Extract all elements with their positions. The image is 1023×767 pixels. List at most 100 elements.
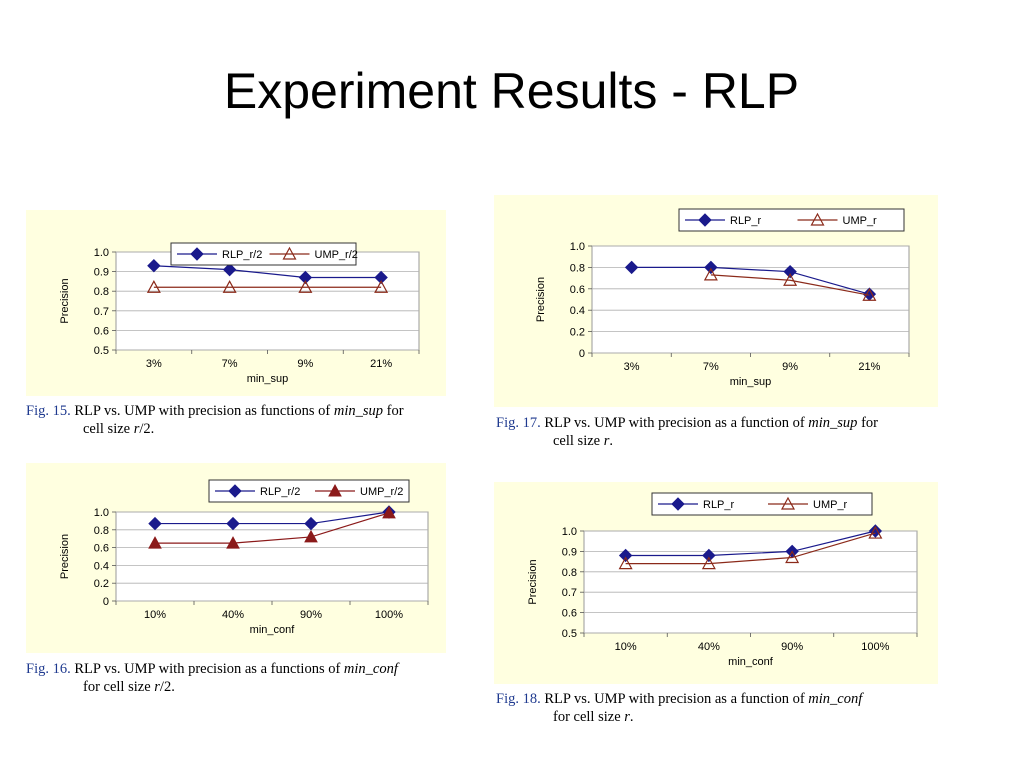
series-1-point bbox=[624, 260, 639, 275]
series-line-1 bbox=[153, 265, 382, 279]
series-2-point bbox=[783, 272, 798, 286]
caption-variable: min_conf bbox=[343, 661, 398, 677]
caption-line-2: for cell size r/2. bbox=[83, 679, 175, 695]
y-tick-label: 0.6 bbox=[570, 284, 585, 296]
y-axis-title: Precision bbox=[535, 277, 547, 322]
legend-marker-2 bbox=[328, 483, 342, 497]
caption-line-2: for cell size r. bbox=[553, 709, 634, 725]
series-line-1 bbox=[625, 530, 876, 557]
legend-box bbox=[208, 479, 410, 503]
series-2-point bbox=[146, 280, 161, 293]
caption-fig16: Fig. 16. RLP vs. UMP with precision as a… bbox=[26, 660, 456, 696]
caption-figure-number: Fig. 18. bbox=[496, 691, 541, 707]
chart-panel-fig17: 0 0.2 0.4 0.6 0.8 1.0 3% 7% 9% 21% min_sup Precisio… bbox=[494, 195, 938, 407]
y-tick-label: 0.2 bbox=[570, 327, 585, 339]
chart-svg: 0 0.2 0.4 0.6 0.8 1.0 10% 40% 90% 100% min_conf Pre… bbox=[26, 463, 446, 653]
x-tick-label: 10% bbox=[615, 641, 637, 653]
series-2-point bbox=[226, 536, 240, 549]
x-tick-label: 21% bbox=[370, 358, 392, 370]
y-tick-label: 1.0 bbox=[562, 526, 577, 538]
legend-label-1: RLP_r/2 bbox=[222, 249, 262, 261]
legend-marker-1 bbox=[190, 247, 204, 261]
legend-marker-1 bbox=[228, 484, 242, 498]
legend-box bbox=[651, 492, 873, 516]
series-2-point bbox=[785, 550, 800, 564]
caption-line-2: cell size r. bbox=[553, 433, 614, 449]
legend-label-1: RLP_r/2 bbox=[260, 486, 300, 498]
legend-label-2: UMP_r/2 bbox=[315, 249, 358, 261]
y-tick-label: 0 bbox=[103, 596, 109, 608]
x-tick-label: 9% bbox=[297, 358, 313, 370]
x-tick-label: 40% bbox=[222, 609, 244, 621]
x-axis-title: min_conf bbox=[728, 656, 774, 668]
legend-marker-1 bbox=[698, 213, 712, 227]
legend-label-1: RLP_r bbox=[703, 499, 735, 511]
x-tick-label: 90% bbox=[300, 609, 322, 621]
x-tick-label: 9% bbox=[782, 361, 798, 373]
caption-variable: min_conf bbox=[808, 691, 863, 707]
y-tick-label: 0.8 bbox=[570, 262, 585, 274]
series-1-point bbox=[704, 260, 718, 275]
legend-box bbox=[170, 242, 357, 266]
plot-area bbox=[591, 245, 910, 354]
caption-variable: min_sup bbox=[808, 415, 858, 431]
legend-label-2: UMP_r bbox=[813, 499, 848, 511]
series-2-point bbox=[304, 529, 318, 543]
legend-marker-2 bbox=[780, 496, 796, 510]
y-axis-title: Precision bbox=[59, 278, 71, 323]
chart-svg: 0.5 0.6 0.7 0.8 0.9 1.0 3% 7% 9% 21% min_sup Precis… bbox=[26, 210, 446, 396]
plot-area bbox=[583, 530, 918, 634]
caption-line-2: cell size r/2. bbox=[83, 421, 155, 437]
series-1-point bbox=[147, 259, 161, 273]
series-line-2 bbox=[710, 274, 870, 296]
y-tick-label: 1.0 bbox=[94, 507, 109, 519]
series-1-point bbox=[298, 270, 313, 285]
caption-fig17: Fig. 17. RLP vs. UMP with precision as a… bbox=[496, 414, 946, 450]
y-tick-label: 0.7 bbox=[94, 306, 109, 318]
y-tick-label: 0.5 bbox=[94, 345, 109, 357]
slide-title: Experiment Results - RLP bbox=[223, 63, 800, 119]
series-1-point bbox=[222, 262, 237, 277]
series-1-point bbox=[702, 548, 716, 563]
x-tick-label: 10% bbox=[144, 609, 166, 621]
caption-variable: min_sup bbox=[333, 403, 384, 419]
series-line-1 bbox=[631, 266, 870, 295]
x-tick-label: 3% bbox=[146, 358, 162, 370]
y-tick-label: 1.0 bbox=[570, 241, 585, 253]
y-tick-label: 0.9 bbox=[94, 267, 109, 279]
series-2-point bbox=[298, 280, 313, 293]
x-tick-label: 7% bbox=[222, 358, 238, 370]
y-tick-label: 1.0 bbox=[94, 247, 109, 259]
legend-marker-1 bbox=[671, 497, 685, 511]
series-1-point bbox=[226, 516, 240, 531]
legend-label-2: UMP_r/2 bbox=[360, 486, 403, 498]
series-2-point bbox=[868, 525, 883, 539]
legend-marker-2 bbox=[810, 212, 825, 226]
y-tick-label: 0.6 bbox=[94, 325, 109, 337]
chart-panel-fig18: 0.5 0.6 0.7 0.8 0.9 1.0 10% 40% 90% 100% min_conf P… bbox=[494, 482, 938, 684]
series-2-point bbox=[862, 287, 877, 301]
x-axis-title: min_conf bbox=[250, 624, 296, 636]
series-1-point bbox=[148, 516, 162, 531]
plot-area bbox=[115, 251, 420, 351]
x-axis-title: min_sup bbox=[247, 373, 289, 385]
series-line-2 bbox=[155, 512, 390, 544]
y-axis-title: Precision bbox=[59, 534, 71, 579]
y-tick-label: 0.8 bbox=[562, 567, 577, 579]
series-line-1 bbox=[155, 511, 390, 525]
chart-svg: 0 0.2 0.4 0.6 0.8 1.0 3% 7% 9% 21% min_sup Precisio… bbox=[494, 195, 938, 407]
x-axis-title: min_sup bbox=[730, 376, 772, 388]
series-line-2 bbox=[625, 532, 876, 565]
x-tick-label: 3% bbox=[624, 361, 640, 373]
caption-figure-number: Fig. 17. bbox=[496, 415, 541, 431]
series-2-point bbox=[382, 505, 396, 519]
series-2-point bbox=[703, 267, 718, 281]
caption-figure-number: Fig. 15. bbox=[26, 403, 71, 419]
x-tick-label: 100% bbox=[375, 609, 403, 621]
x-tick-label: 100% bbox=[861, 641, 889, 653]
caption-fig15: Fig. 15. RLP vs. UMP with precision as f… bbox=[26, 402, 456, 438]
series-2-point bbox=[374, 280, 389, 293]
caption-figure-number: Fig. 16. bbox=[26, 661, 71, 677]
series-2-point bbox=[701, 556, 716, 570]
chart-panel-fig16: 0 0.2 0.4 0.6 0.8 1.0 10% 40% 90% 100% min_conf Pre… bbox=[26, 463, 446, 653]
